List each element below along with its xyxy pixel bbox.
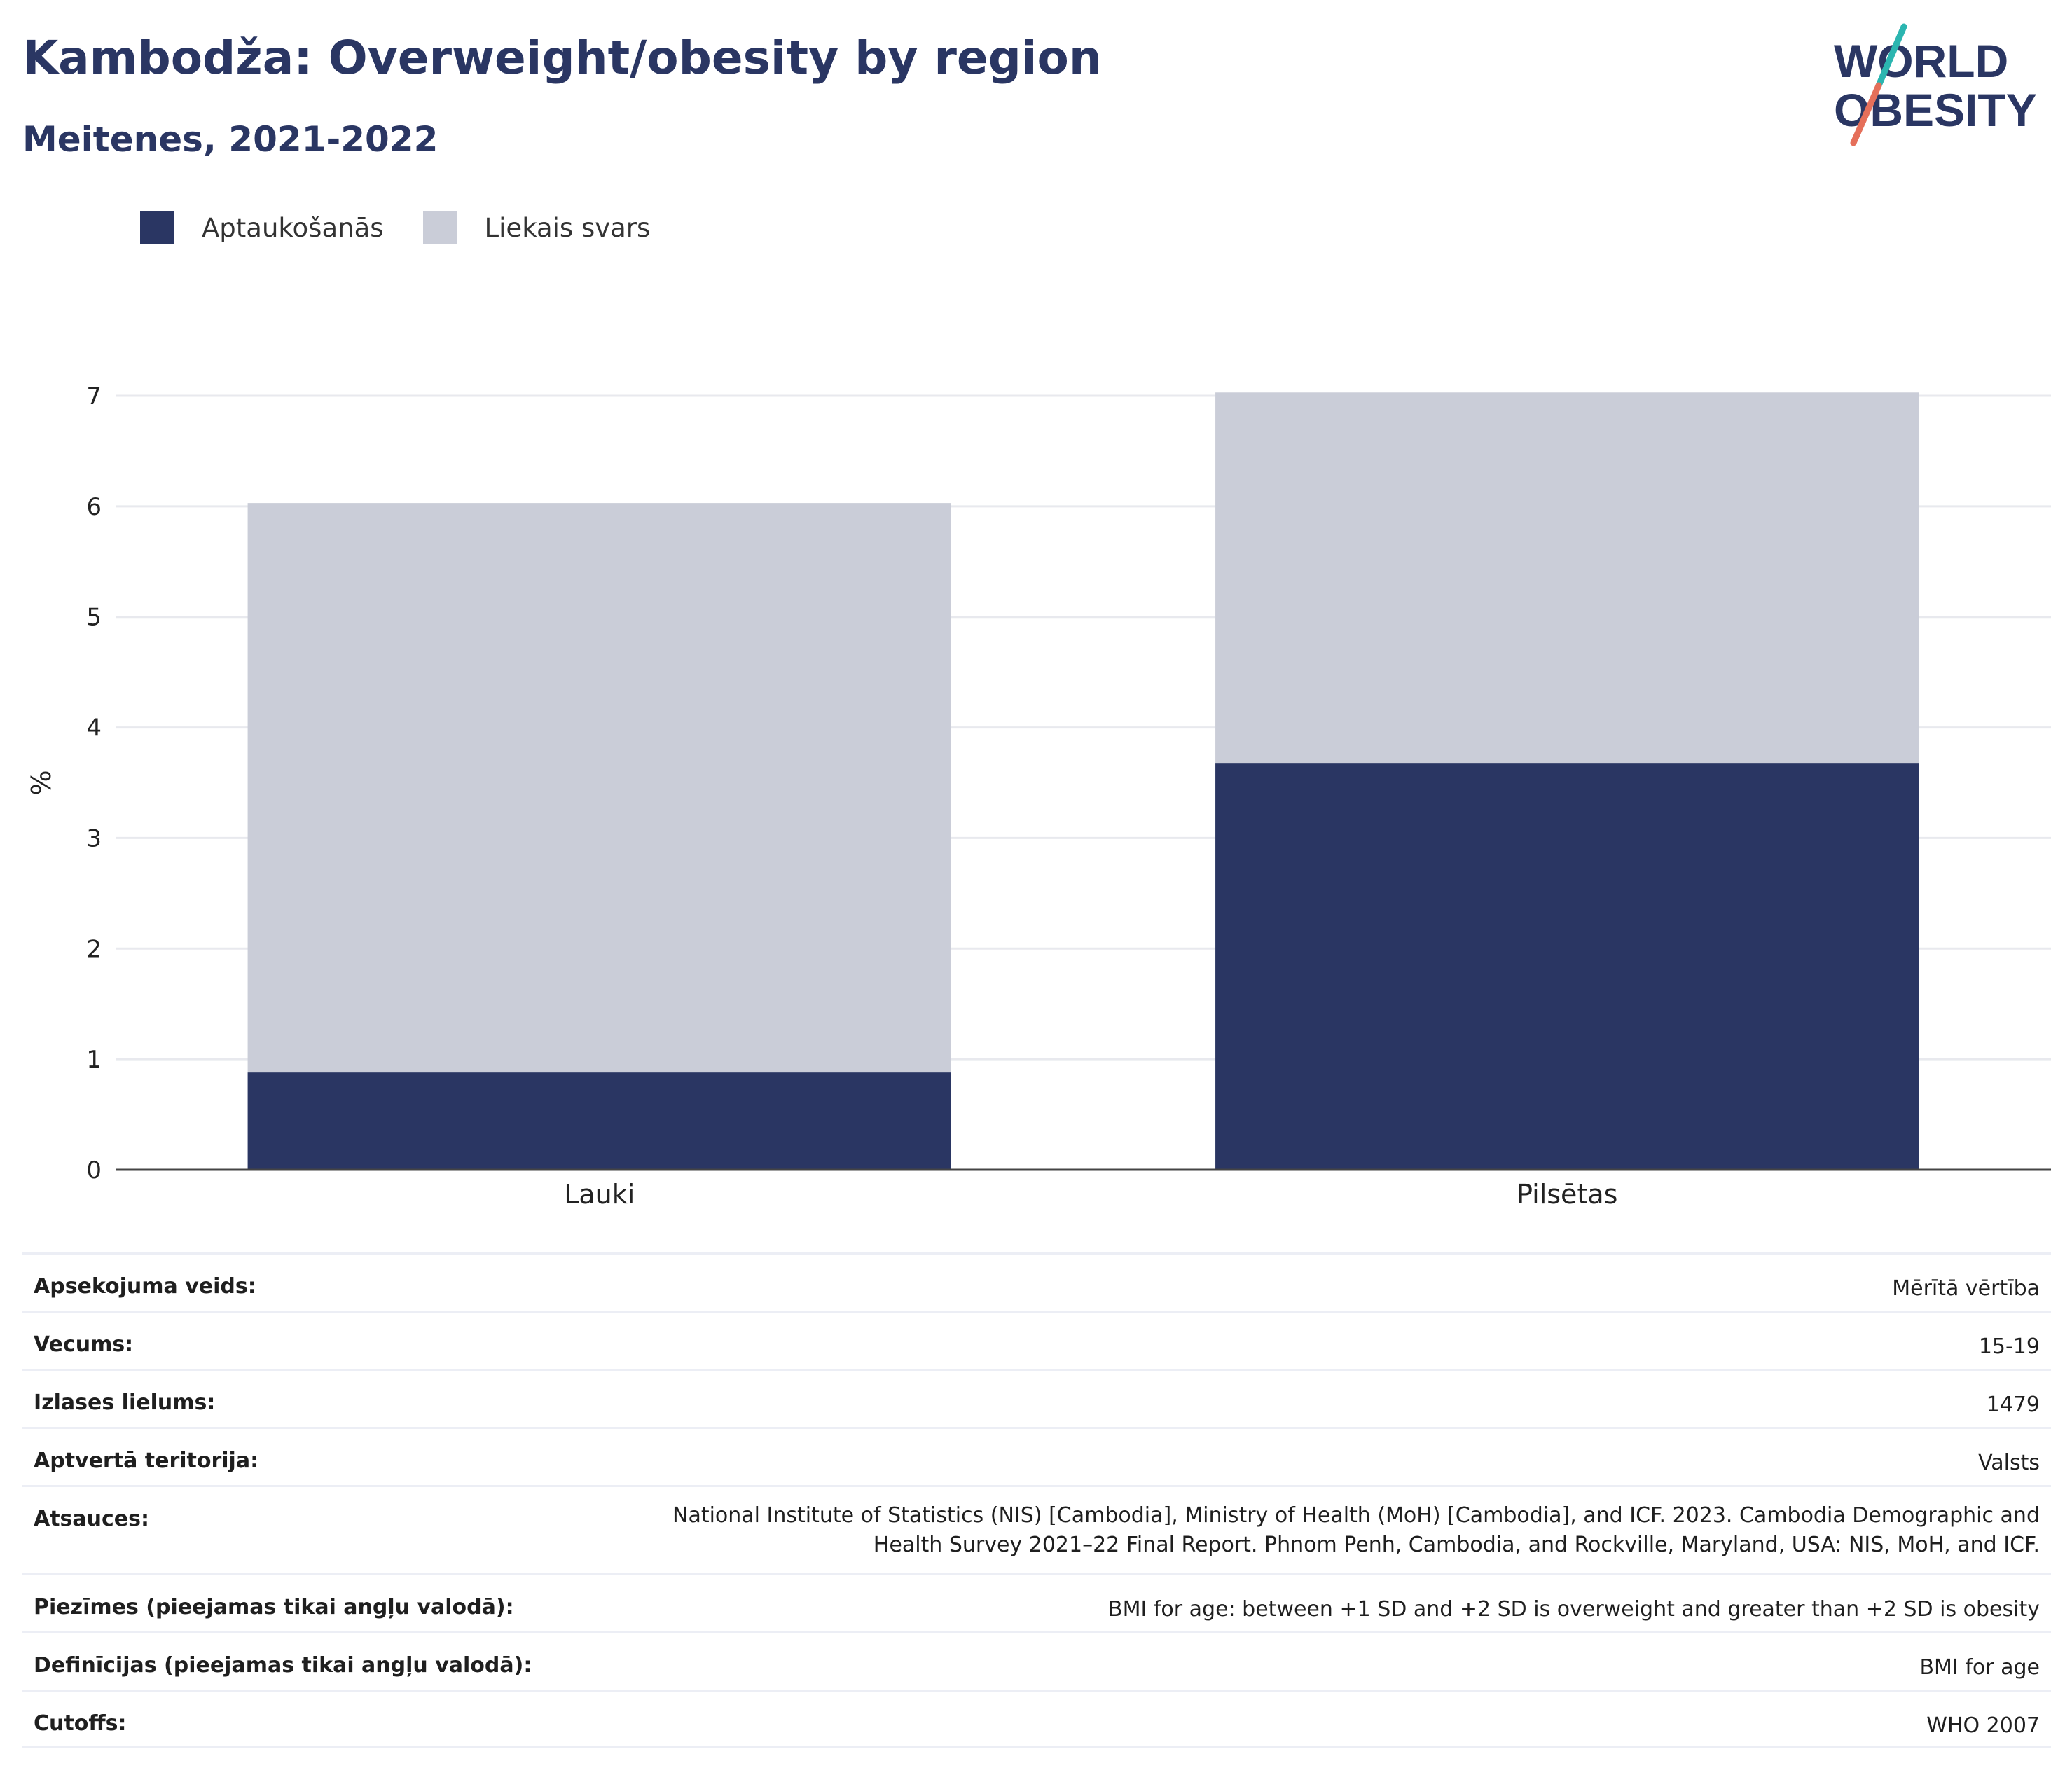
legend-swatch-obesity	[140, 211, 174, 244]
svg-text:WORLD: WORLD	[1834, 35, 2008, 87]
info-row-sample-size: Izlases lielums: 1479	[22, 1369, 2051, 1427]
survey-info-table: Apsekojuma veids: Mērītā vērtība Vecums:…	[22, 1252, 2051, 1748]
legend-label-obesity: Aptaukošanās	[202, 212, 384, 243]
info-key: Izlases lielums:	[34, 1390, 216, 1415]
info-row-survey-type: Apsekojuma veids: Mērītā vērtība	[22, 1252, 2051, 1311]
info-value: Mērītā vērtība	[1892, 1276, 2040, 1301]
info-key: Vecums:	[34, 1332, 134, 1357]
svg-text:OBESITY: OBESITY	[1834, 84, 2037, 136]
info-value: WHO 2007	[1926, 1713, 2040, 1738]
info-value: BMI for age	[1919, 1655, 2040, 1680]
world-obesity-logo: WORLD OBESITY	[1834, 23, 2037, 146]
info-row-coverage: Aptvertā teritorija: Valsts	[22, 1427, 2051, 1485]
info-row-definitions: Definīcijas (pieejamas tikai angļu valod…	[22, 1631, 2051, 1690]
info-row-references: Atsauces: National Institute of Statisti…	[22, 1485, 2051, 1573]
info-value: BMI for age: between +1 SD and +2 SD is …	[1108, 1597, 2040, 1622]
y-axis-label: %	[26, 770, 57, 795]
bar-overweight-1	[1215, 392, 1919, 764]
chart-subtitle: Meitenes, 2021-2022	[22, 119, 438, 160]
legend-item-obesity: Aptaukošanās	[140, 211, 384, 244]
info-key: Apsekojuma veids:	[34, 1274, 256, 1299]
chart-title: Kambodža: Overweight/obesity by region	[22, 31, 1102, 85]
info-key: Aptvertā teritorija:	[34, 1449, 259, 1473]
x-tick-label: Pilsētas	[1517, 1179, 1617, 1210]
bar-obesity-0	[247, 1072, 951, 1170]
legend-label-overweight: Liekais svars	[484, 212, 651, 243]
bar-overweight-0	[247, 503, 951, 1073]
info-value: 15-19	[1978, 1334, 2040, 1359]
info-value: National Institute of Statistics (NIS) […	[672, 1503, 2040, 1557]
info-value: Valsts	[1978, 1451, 2040, 1475]
info-row-notes: Piezīmes (pieejamas tikai angļu valodā):…	[22, 1573, 2051, 1631]
x-tick-label: Lauki	[564, 1179, 635, 1210]
legend-item-overweight: Liekais svars	[422, 211, 651, 244]
stacked-bar-chart: 0 1 2 3 4 5 6 7% Lauki Pilsētas	[26, 382, 2051, 1210]
y-tick-label: 3	[86, 824, 102, 852]
y-tick-label: 4	[86, 714, 102, 742]
y-tick-label: 1	[86, 1046, 102, 1074]
y-tick-label: 2	[86, 935, 102, 963]
info-key: Atsauces:	[34, 1507, 149, 1531]
legend-swatch-overweight	[422, 211, 457, 244]
y-tick-label: 6	[86, 493, 102, 521]
chart-legend: Aptaukošanās Liekais svars	[140, 210, 689, 245]
info-value: 1479	[1986, 1393, 2040, 1417]
info-row-cutoffs: Cutoffs: WHO 2007	[22, 1690, 2051, 1748]
info-row-age: Vecums: 15-19	[22, 1311, 2051, 1369]
info-key: Piezīmes (pieejamas tikai angļu valodā):	[34, 1595, 514, 1619]
info-key: Definīcijas (pieejamas tikai angļu valod…	[34, 1653, 532, 1678]
y-tick-label: 7	[86, 382, 102, 410]
y-tick-label: 5	[86, 604, 102, 632]
y-tick-label: 0	[86, 1156, 102, 1184]
bar-obesity-1	[1215, 763, 1919, 1170]
info-key: Cutoffs:	[34, 1711, 127, 1736]
